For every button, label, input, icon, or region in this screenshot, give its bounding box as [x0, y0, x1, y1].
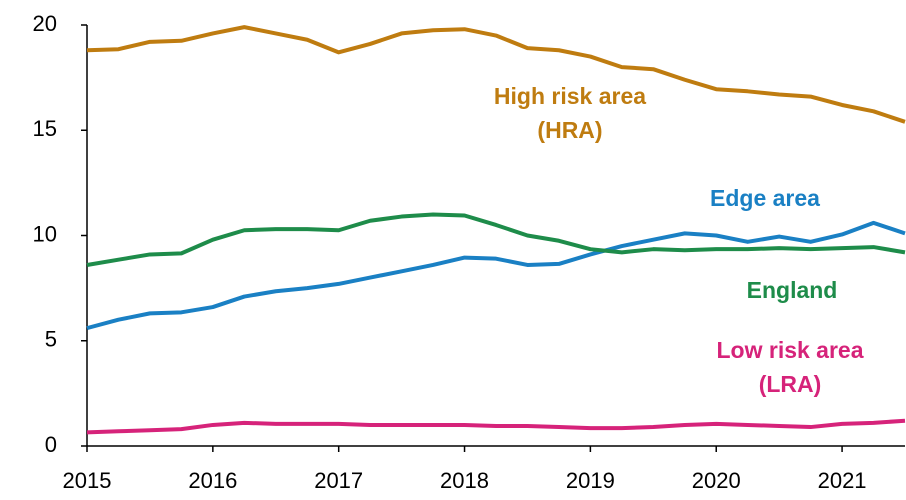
x-tick-label: 2019: [566, 468, 615, 493]
y-tick-label: 0: [45, 432, 57, 457]
x-tick-label: 2016: [188, 468, 237, 493]
x-tick-label: 2018: [440, 468, 489, 493]
series-line: [86, 220, 906, 331]
x-tick-label: 2017: [314, 468, 363, 493]
series-line: [86, 25, 906, 124]
series-label: England: [747, 277, 838, 303]
x-tick-label: 2021: [818, 468, 867, 493]
series-label-abbr: (HRA): [537, 117, 602, 143]
y-tick-label: 20: [33, 11, 57, 36]
series-line: [86, 418, 906, 435]
series-label: Low risk area: [716, 337, 863, 363]
series-label: Edge area: [710, 185, 820, 211]
y-tick-label: 10: [33, 221, 57, 246]
x-tick-label: 2015: [63, 468, 112, 493]
series-label: High risk area: [494, 83, 646, 109]
y-tick-label: 15: [33, 116, 57, 141]
series-label-abbr: (LRA): [759, 371, 822, 397]
x-tick-label: 2020: [692, 468, 741, 493]
y-tick-label: 5: [45, 327, 57, 352]
series-line: [86, 212, 906, 267]
